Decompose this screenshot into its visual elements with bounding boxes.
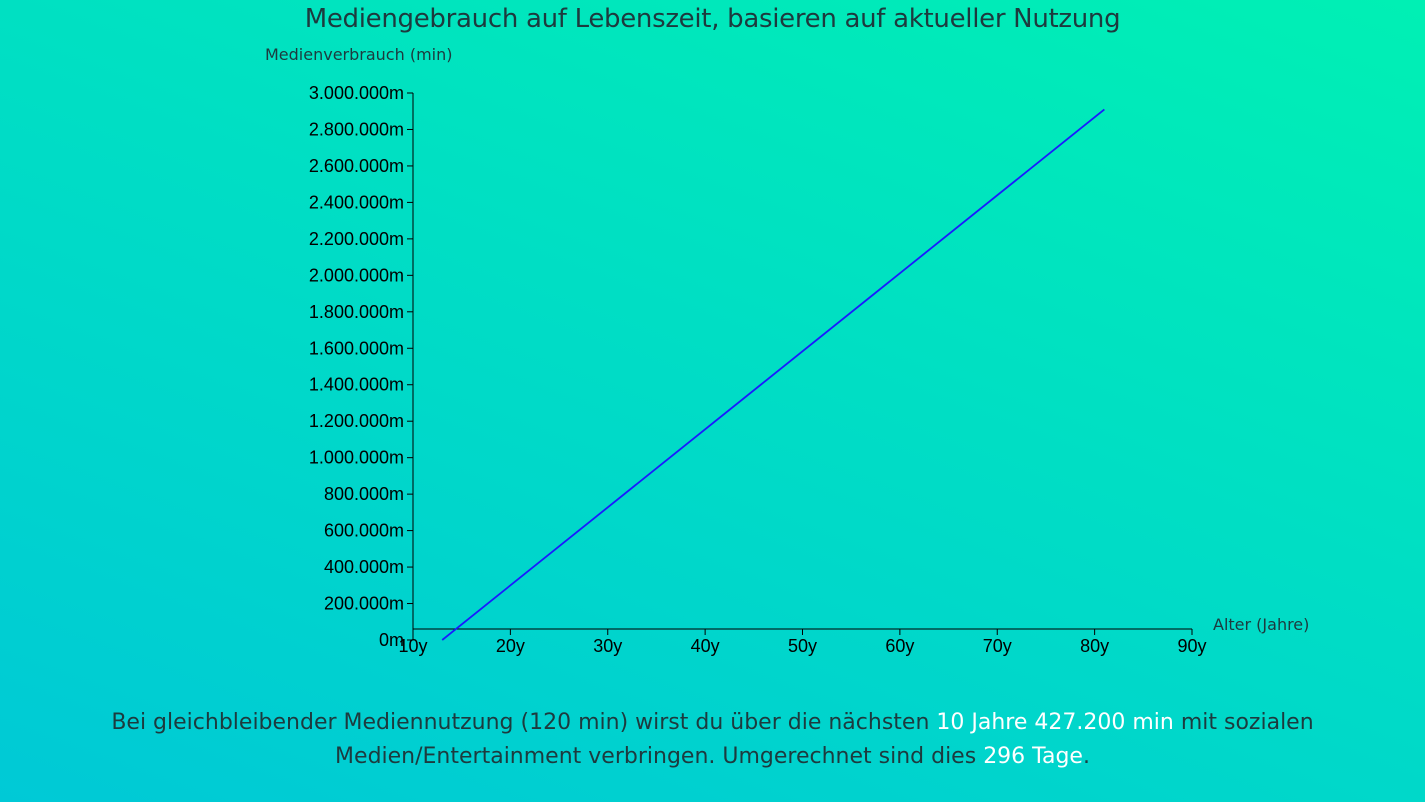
line-chart: Medienverbrauch (min) Alter (Jahre) 0m 20…: [265, 45, 1309, 656]
y-tick-label: 0m: [379, 630, 404, 650]
summary-highlight-days: 296 Tage: [983, 744, 1083, 769]
y-tick-label: 2.600.000m: [309, 156, 404, 176]
y-tick-label: 600.000m: [324, 521, 404, 541]
series-line: [441, 108, 1105, 641]
chart-title: Mediengebrauch auf Lebenszeit, basieren …: [304, 4, 1121, 34]
y-tick-label: 2.000.000m: [309, 265, 404, 285]
y-tick-label: 2.200.000m: [309, 229, 404, 249]
y-tick-label: 2.800.000m: [309, 119, 404, 139]
x-tick-label: 90y: [1177, 636, 1206, 656]
y-tick-label: 3.000.000m: [309, 83, 404, 103]
x-tick-label: 20y: [496, 636, 525, 656]
summary-text-part-3: .: [1082, 744, 1090, 769]
series-layer: [441, 108, 1105, 641]
y-tick-label: 1.200.000m: [309, 411, 404, 431]
summary-highlight-duration: 10 Jahre 427.200 min: [936, 710, 1174, 735]
y-tick-label: 1.400.000m: [309, 375, 404, 395]
x-tick-label: 50y: [788, 636, 817, 656]
x-tick-label: 80y: [1080, 636, 1109, 656]
x-tick-label: 30y: [593, 636, 622, 656]
y-tick-label: 400.000m: [324, 557, 404, 577]
x-tick-label: 70y: [983, 636, 1012, 656]
y-tick-label: 2.400.000m: [309, 192, 404, 212]
y-tick-label: 800.000m: [324, 484, 404, 504]
summary-text-part-2: mit sozialen Medien/Entertainment verbri…: [335, 710, 1314, 769]
y-axis-label: Medienverbrauch (min): [265, 45, 452, 64]
summary-text: Bei gleichbleibender Mediennutzung (120 …: [60, 706, 1365, 774]
x-axis: 10y 20y 30y 40y 50y 60y 70y 80y 90y: [398, 628, 1207, 656]
y-tick-label: 1.600.000m: [309, 338, 404, 358]
y-tick-label: 1.800.000m: [309, 302, 404, 322]
y-axis: 0m 200.000m 400.000m 600.000m 800.000m 1.000.…: [309, 83, 414, 650]
x-tick-label: 60y: [885, 636, 914, 656]
x-axis-label: Alter (Jahre): [1213, 615, 1309, 634]
x-tick-label: 40y: [691, 636, 720, 656]
summary-text-part-1: Bei gleichbleibender Mediennutzung (120 …: [111, 710, 937, 735]
x-tick-label: 10y: [398, 636, 427, 656]
y-tick-label: 1.000.000m: [309, 448, 404, 468]
y-tick-label: 200.000m: [324, 594, 404, 614]
